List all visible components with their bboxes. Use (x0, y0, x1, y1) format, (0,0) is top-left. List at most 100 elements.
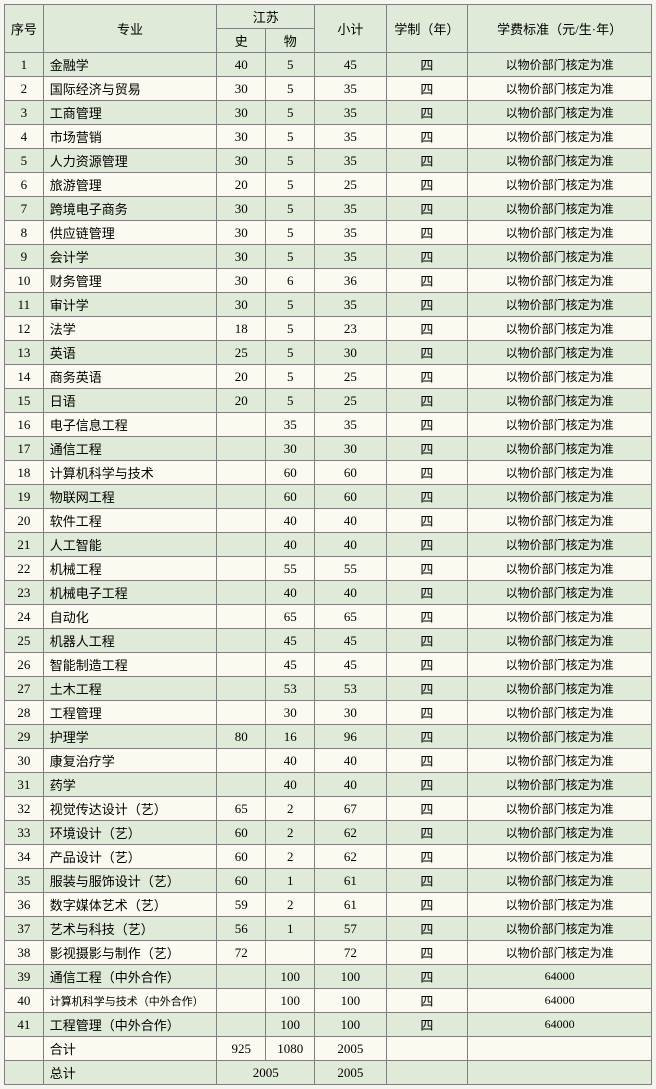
cell-dur: 四 (386, 941, 468, 965)
cell-dur: 四 (386, 989, 468, 1013)
cell-wu: 100 (266, 1013, 315, 1037)
cell-major: 工程管理（中外合作） (43, 1013, 216, 1037)
cell-major: 产品设计（艺） (43, 845, 216, 869)
cell-dur (386, 1061, 468, 1085)
cell-fee: 以物价部门核定为准 (468, 413, 652, 437)
table-row: 16电子信息工程3535四以物价部门核定为准 (5, 413, 652, 437)
cell-sub: 60 (315, 485, 386, 509)
cell-dur: 四 (386, 581, 468, 605)
header-seq: 序号 (5, 5, 44, 53)
cell-shi (217, 437, 266, 461)
table-row: 8供应链管理30535四以物价部门核定为准 (5, 221, 652, 245)
cell-shi: 40 (217, 53, 266, 77)
cell-fee: 以物价部门核定为准 (468, 941, 652, 965)
table-row: 1金融学40545四以物价部门核定为准 (5, 53, 652, 77)
cell-dur: 四 (386, 77, 468, 101)
cell-fee: 以物价部门核定为准 (468, 701, 652, 725)
cell-sub: 25 (315, 173, 386, 197)
cell-fee: 以物价部门核定为准 (468, 317, 652, 341)
cell-fee: 以物价部门核定为准 (468, 125, 652, 149)
cell-dur: 四 (386, 869, 468, 893)
cell-sub: 72 (315, 941, 386, 965)
cell-shi: 30 (217, 293, 266, 317)
cell-major: 药学 (43, 773, 216, 797)
cell-major: 计算机科学与技术 (43, 461, 216, 485)
cell-major: 工程管理 (43, 701, 216, 725)
cell-seq: 18 (5, 461, 44, 485)
cell-major: 物联网工程 (43, 485, 216, 509)
cell-major: 英语 (43, 341, 216, 365)
cell-fee: 64000 (468, 965, 652, 989)
cell-dur: 四 (386, 269, 468, 293)
cell-fee: 以物价部门核定为准 (468, 605, 652, 629)
cell-dur: 四 (386, 917, 468, 941)
cell-wu: 5 (266, 125, 315, 149)
table-row: 41工程管理（中外合作）100100四64000 (5, 1013, 652, 1037)
cell-shi (217, 629, 266, 653)
cell-fee (468, 1061, 652, 1085)
subtotal-row: 合计92510802005 (5, 1037, 652, 1061)
cell-sub: 35 (315, 293, 386, 317)
cell-dur: 四 (386, 701, 468, 725)
table-row: 18计算机科学与技术6060四以物价部门核定为准 (5, 461, 652, 485)
cell-dur: 四 (386, 125, 468, 149)
cell-fee: 以物价部门核定为准 (468, 629, 652, 653)
cell-major: 跨境电子商务 (43, 197, 216, 221)
cell-shi: 60 (217, 845, 266, 869)
cell-sub: 62 (315, 845, 386, 869)
cell-seq: 32 (5, 797, 44, 821)
cell-seq: 26 (5, 653, 44, 677)
cell-shi (217, 965, 266, 989)
cell-shi: 20 (217, 173, 266, 197)
table-row: 23机械电子工程4040四以物价部门核定为准 (5, 581, 652, 605)
cell-seq: 11 (5, 293, 44, 317)
cell-fee: 64000 (468, 989, 652, 1013)
cell-wu: 5 (266, 149, 315, 173)
cell-dur: 四 (386, 557, 468, 581)
cell-dur: 四 (386, 725, 468, 749)
cell-fee: 以物价部门核定为准 (468, 389, 652, 413)
cell-fee: 以物价部门核定为准 (468, 341, 652, 365)
cell-shi (217, 677, 266, 701)
cell-major: 数字媒体艺术（艺） (43, 893, 216, 917)
cell-wu: 1 (266, 917, 315, 941)
cell-dur: 四 (386, 149, 468, 173)
cell-sub: 35 (315, 149, 386, 173)
table-row: 15日语20525四以物价部门核定为准 (5, 389, 652, 413)
cell-sub: 57 (315, 917, 386, 941)
cell-seq: 20 (5, 509, 44, 533)
cell-wu: 60 (266, 461, 315, 485)
cell-sub: 61 (315, 869, 386, 893)
cell-seq: 30 (5, 749, 44, 773)
cell-sub: 36 (315, 269, 386, 293)
cell-wu (266, 941, 315, 965)
table-row: 2国际经济与贸易30535四以物价部门核定为准 (5, 77, 652, 101)
cell-fee: 以物价部门核定为准 (468, 149, 652, 173)
header-duration: 学制（年） (386, 5, 468, 53)
table-row: 39通信工程（中外合作）100100四64000 (5, 965, 652, 989)
cell-major: 影视摄影与制作（艺） (43, 941, 216, 965)
cell-sub: 40 (315, 581, 386, 605)
header-group: 江苏 (217, 5, 315, 29)
cell-fee: 以物价部门核定为准 (468, 533, 652, 557)
cell-shi: 30 (217, 77, 266, 101)
cell-seq: 4 (5, 125, 44, 149)
cell-major: 康复治疗学 (43, 749, 216, 773)
cell-seq: 14 (5, 365, 44, 389)
cell-seq: 21 (5, 533, 44, 557)
cell-wu: 5 (266, 341, 315, 365)
cell-seq: 40 (5, 989, 44, 1013)
cell-shi (217, 509, 266, 533)
cell-seq: 31 (5, 773, 44, 797)
cell-dur: 四 (386, 341, 468, 365)
table-row: 5人力资源管理30535四以物价部门核定为准 (5, 149, 652, 173)
cell-major: 总计 (43, 1061, 216, 1085)
table-row: 33环境设计（艺）60262四以物价部门核定为准 (5, 821, 652, 845)
cell-seq: 5 (5, 149, 44, 173)
cell-shi: 60 (217, 821, 266, 845)
cell-major: 环境设计（艺） (43, 821, 216, 845)
cell-shi: 20 (217, 389, 266, 413)
cell-shi: 65 (217, 797, 266, 821)
table-row: 22机械工程5555四以物价部门核定为准 (5, 557, 652, 581)
cell-shi (217, 773, 266, 797)
